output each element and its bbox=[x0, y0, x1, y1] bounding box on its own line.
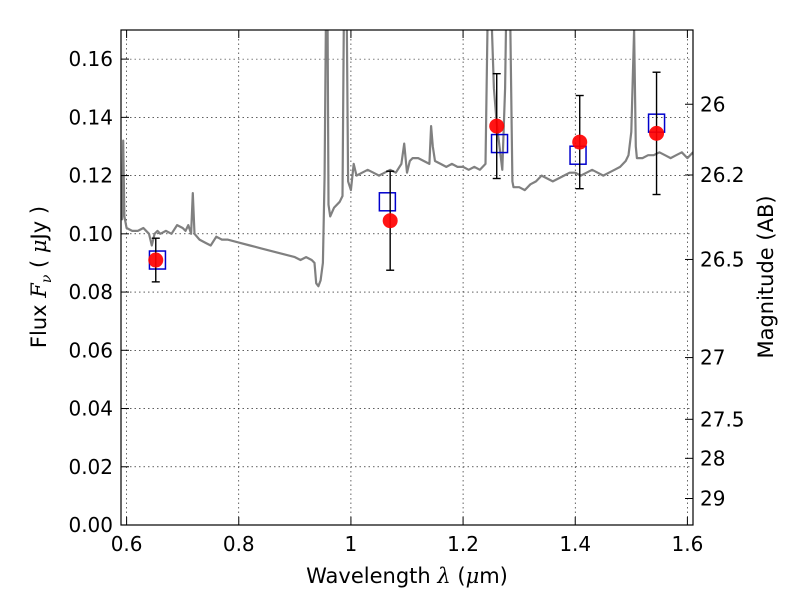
right-tick-label: 26 bbox=[700, 92, 725, 116]
x-tick-label: 0.6 bbox=[111, 532, 143, 556]
y-tick-label: 0.14 bbox=[68, 105, 113, 129]
plot-area bbox=[121, 30, 693, 288]
x-tick-label: 1.4 bbox=[559, 532, 591, 556]
y-tick-label: 0.06 bbox=[68, 338, 113, 362]
grid bbox=[121, 30, 693, 526]
y-tick-label: 0.02 bbox=[68, 455, 113, 479]
y-axis-title: Flux Fν ( μJy ) bbox=[27, 206, 55, 348]
observed-flux-point bbox=[148, 252, 164, 268]
svg-text:Wavelength λ (μm): Wavelength λ (μm) bbox=[306, 564, 508, 588]
right-tick-label: 26.5 bbox=[700, 247, 745, 271]
observed-flux-point bbox=[572, 134, 588, 150]
x-tick-label: 1.6 bbox=[671, 532, 703, 556]
right-tick-label: 29 bbox=[700, 487, 725, 511]
y-tick-label: 0.04 bbox=[68, 397, 113, 421]
observed-flux-point bbox=[382, 213, 398, 229]
x-tick-label: 0.8 bbox=[223, 532, 255, 556]
y-tick-label: 0.00 bbox=[68, 513, 113, 537]
y-tick-label: 0.08 bbox=[68, 280, 113, 304]
observed-flux-point bbox=[649, 125, 665, 141]
model-flux-square bbox=[378, 192, 397, 212]
right-tick-label: 27 bbox=[700, 346, 725, 370]
right-axis-title: Magnitude (AB) bbox=[754, 195, 778, 358]
x-axis-title: Wavelength λ (μm) bbox=[306, 564, 508, 588]
y-tick-label: 0.10 bbox=[68, 222, 113, 246]
right-tick-label: 28 bbox=[700, 446, 725, 470]
axis-ticks: 0.6 0.8 1 1.2 1.4 1.6 0.00 0.02 0.04 0.06 0.08 0.10… bbox=[68, 30, 745, 556]
x-tick-label: 1.2 bbox=[447, 532, 479, 556]
svg-text:Flux Fν ( μJy ): Flux Fν ( μJy ) bbox=[27, 206, 55, 348]
plot-frame bbox=[120, 29, 694, 526]
y-tick-label: 0.12 bbox=[68, 164, 113, 188]
observed-flux-point bbox=[489, 118, 505, 134]
template-spectrum-line bbox=[121, 30, 693, 288]
y-tick-label: 0.16 bbox=[68, 47, 113, 71]
x-tick-label: 1 bbox=[345, 532, 358, 556]
right-tick-label: 26.2 bbox=[700, 163, 745, 187]
right-tick-label: 27.5 bbox=[700, 407, 745, 431]
model-flux-square bbox=[490, 133, 509, 154]
